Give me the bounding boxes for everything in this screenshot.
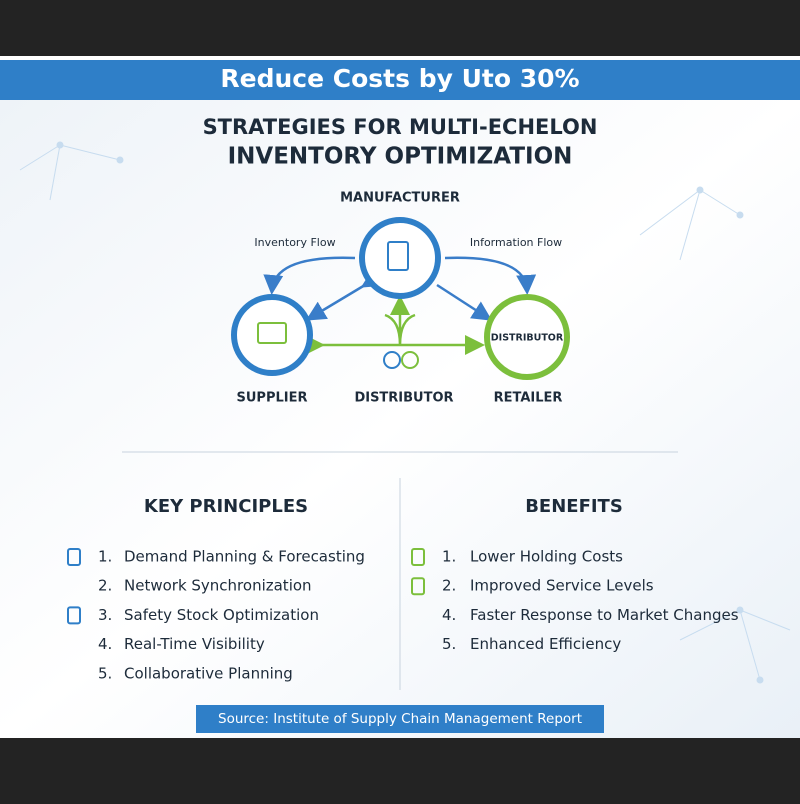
- icon: [383, 351, 401, 369]
- decor-network: [19, 141, 791, 684]
- list-number: 1.: [98, 548, 112, 566]
- icon: [401, 351, 419, 369]
- source-box: [196, 705, 604, 733]
- source: Source: Institute of Supply Chain Manage…: [218, 711, 582, 727]
- list-number: 1.: [442, 548, 456, 566]
- list-text: Real-Time Visibility: [124, 635, 265, 653]
- node-circle-label: DISTRIBUTOR: [491, 333, 564, 344]
- separator: [0, 56, 800, 60]
- list-number: 3.: [98, 606, 112, 624]
- icon: [387, 241, 409, 271]
- node-label: RETAILER: [494, 391, 563, 406]
- list-text: Collaborative Planning: [124, 664, 293, 682]
- title-line: INVENTORY OPTIMIZATION: [228, 144, 573, 170]
- list-text: Improved Service Levels: [470, 577, 654, 595]
- list-icon: [67, 548, 81, 566]
- top-bar: [0, 0, 800, 56]
- icon: [257, 322, 287, 344]
- list-icon: [67, 606, 81, 625]
- list-number: 2.: [98, 577, 112, 595]
- list-number: 5.: [442, 635, 456, 653]
- node-label: DISTRIBUTOR: [354, 391, 453, 406]
- list-text: Network Synchronization: [124, 577, 312, 595]
- bottom-bar: [0, 738, 800, 800]
- list-text: Demand Planning & Forecasting: [124, 548, 365, 566]
- lists: 1. Demand Planning & Forecasting 2. Network…: [67, 548, 739, 682]
- list-number: 4.: [98, 635, 112, 653]
- list-icon: [411, 577, 425, 596]
- list-text: Lower Holding Costs: [470, 548, 623, 566]
- section-heading: BENEFITS: [525, 496, 623, 517]
- edge-label: Information Flow: [470, 236, 562, 249]
- node-label: MANUFACTURER: [340, 191, 460, 206]
- banner: [0, 60, 800, 100]
- arrows: [263, 256, 537, 355]
- node-circle: [484, 294, 570, 380]
- edge-label: Inventory Flow: [254, 236, 335, 249]
- list-text: Safety Stock Optimization: [124, 606, 319, 624]
- section-heading: KEY PRINCIPLES: [144, 496, 308, 517]
- title-line: STRATEGIES FOR MULTI-ECHELON: [203, 115, 598, 139]
- list-text: Enhanced Efficiency: [470, 635, 621, 653]
- banner-text: Reduce Costs by Uto 30%: [220, 64, 579, 93]
- diagram: MANUFACTURER Inventory Flow Information …: [231, 191, 570, 406]
- list-text: Faster Response to Market Changes: [470, 606, 739, 624]
- list-number: 5.: [98, 664, 112, 682]
- node-label: SUPPLIER: [237, 391, 308, 406]
- list-number: 4.: [442, 606, 456, 624]
- list-number: 2.: [442, 577, 456, 595]
- node-circle: [359, 217, 441, 299]
- list-icon: [411, 548, 425, 566]
- node-circle: [231, 294, 313, 376]
